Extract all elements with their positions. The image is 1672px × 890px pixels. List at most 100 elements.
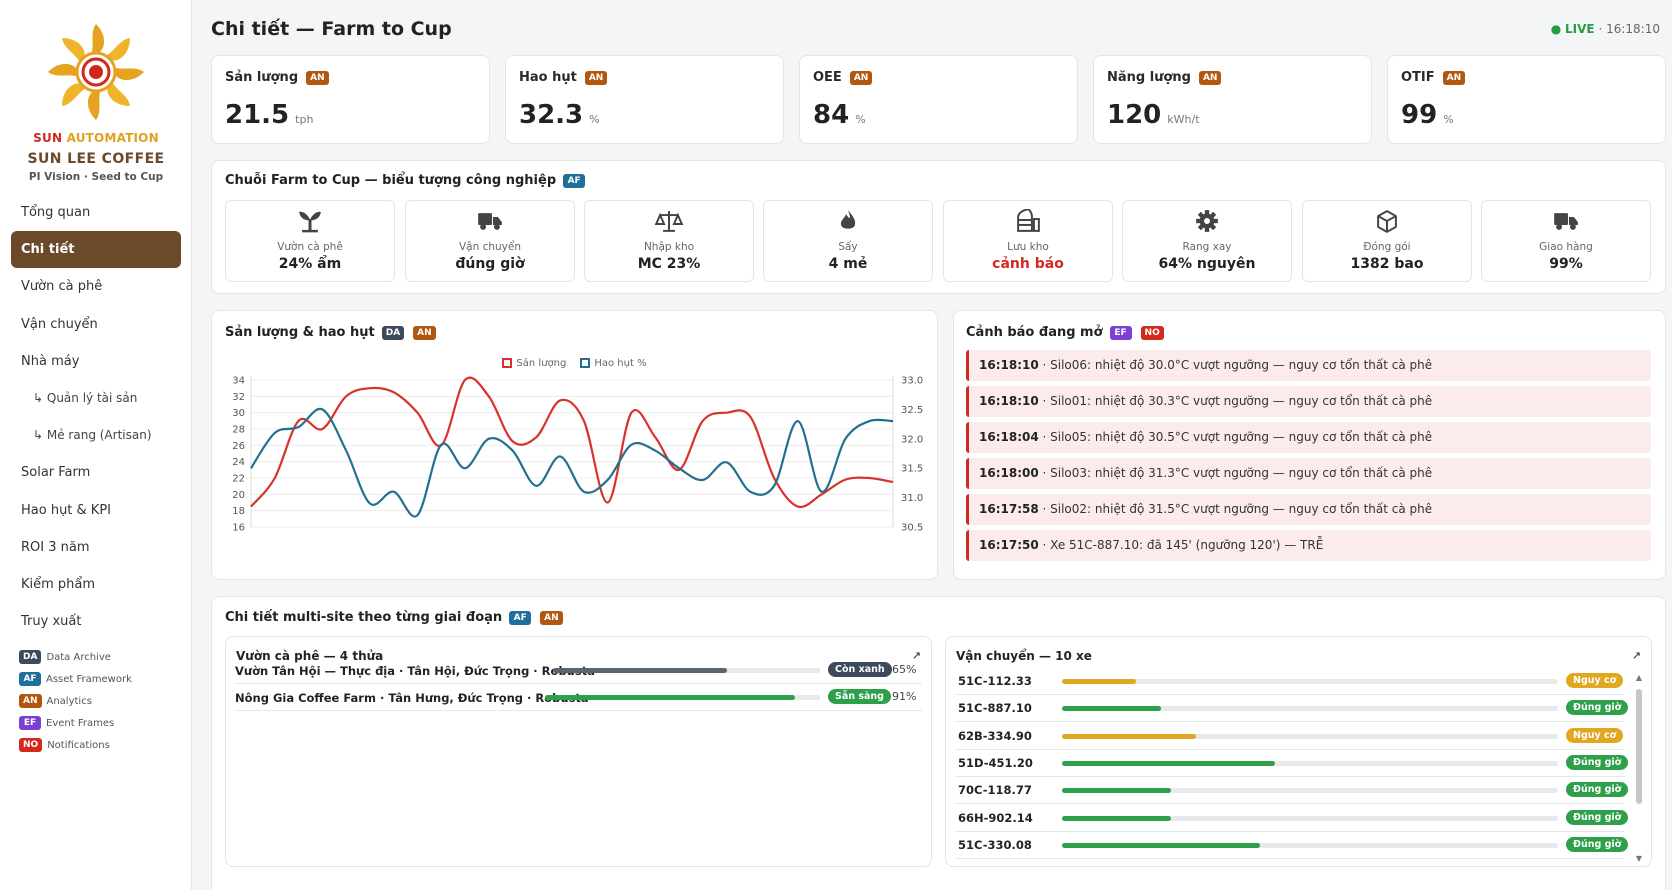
stage-vuon-ca-phe[interactable]: Vườn cà phê 24% ẩm (225, 200, 395, 282)
farm-row[interactable]: Vườn Tân Hội — Thực địa · Tân Hội, Đức T… (235, 657, 922, 684)
stage-say[interactable]: Sấy 4 mẻ (763, 200, 933, 282)
vehicle-plate[interactable]: 70C-118.77 (958, 783, 1032, 798)
progress-bar (1062, 815, 1558, 821)
kpi-card-hao-hut[interactable]: Hao hụt AN 32.3% (505, 55, 784, 144)
stage-label: Vườn cà phê (277, 241, 343, 253)
progress-bar (1062, 760, 1558, 766)
scroll-up-icon[interactable]: ▲ (1635, 673, 1643, 682)
nav-item-kiem-pham[interactable]: Kiểm phẩm (21, 576, 96, 592)
legend-label: Asset Framework (46, 673, 132, 685)
stage-label: Rang xay (1182, 241, 1232, 253)
nav-item-nha-may[interactable]: Nhà máy (21, 353, 80, 369)
legend-item: DA Data Archive (19, 646, 132, 668)
tag-badge: AN (19, 694, 42, 708)
stage-label: Lưu kho (1007, 241, 1049, 253)
nav-item-vuon-ca-phe[interactable]: Vườn cà phê (21, 279, 103, 295)
scroll-down-icon[interactable]: ▼ (1635, 854, 1643, 863)
status-badge: Nguy cơ (1566, 727, 1624, 743)
progress-fill (545, 695, 796, 700)
y2-tick-label: 30.5 (901, 523, 923, 534)
progress-percent: 91% (892, 690, 917, 703)
status-badge: Đúng giờ (1566, 754, 1629, 770)
alert-item[interactable]: 16:18:04 · Silo05: nhiệt độ 30.5°C vượt … (966, 422, 1651, 453)
stage-value: đúng giờ (455, 256, 525, 272)
scale-icon (654, 211, 684, 232)
farm-row[interactable]: Nông Gia Coffee Farm · Tân Hưng, Đức Trọ… (235, 684, 922, 711)
stage-value: cảnh báo (992, 256, 1064, 272)
progress-fill (1062, 788, 1172, 794)
stage-dong-goi[interactable]: Đóng gói 1382 bao (1302, 200, 1472, 282)
nav-item-solar-farm[interactable]: Solar Farm (21, 465, 91, 481)
nav-item-tong-quan[interactable]: Tổng quan (21, 205, 91, 220)
stage-value: 4 mẻ (828, 256, 868, 272)
row-divider (955, 857, 1625, 859)
legend-hao-hut[interactable]: Hao hụt % (580, 358, 647, 369)
alert-item[interactable]: 16:18:10 · Silo01: nhiệt độ 30.3°C vượt … (966, 386, 1651, 417)
transport-card: Vận chuyển — 10 xe ↗ ▲ ▼ (945, 636, 1652, 867)
kpi-card-san-luong[interactable]: Sản lượng AN 21.5 tph (211, 55, 490, 144)
alert-item[interactable]: 16:18:00 · Silo03: nhiệt độ 31.3°C vượt … (966, 458, 1651, 489)
stage-label: Giao hàng (1539, 241, 1593, 253)
nav-item-roi[interactable]: ROI 3 năm (21, 539, 90, 555)
alert-item[interactable]: 16:17:58 · Silo02: nhiệt độ 31.5°C vượt … (966, 494, 1651, 525)
stage-value: 24% ẩm (278, 256, 342, 272)
delivery-truck-icon (1554, 213, 1578, 230)
kpi-unit: tph (295, 113, 314, 126)
progress-fill (1062, 706, 1162, 712)
expand-icon[interactable]: ↗ (911, 649, 921, 662)
tag-badge: EF (19, 716, 41, 730)
kpi-value: 99 (1401, 100, 1438, 130)
multisite-title: Chi tiết multi-site theo từng giai đoạn A… (225, 610, 568, 625)
progress-bar (1062, 788, 1558, 794)
stage-nhap-kho[interactable]: Nhập kho MC 23% (584, 200, 754, 282)
flame-icon (840, 210, 856, 229)
nav-item-hao-hut-kpi[interactable]: Hao hụt & KPI (21, 502, 112, 518)
nav-item-chi-tiet[interactable]: Chi tiết (11, 231, 181, 269)
status-badge: Đúng giờ (1566, 700, 1629, 716)
kpi-card-otif[interactable]: OTIF AN 99% (1387, 55, 1666, 144)
sidebar: SUN AUTOMATION SUN LEE COFFEE PI Vision … (0, 0, 192, 890)
scroll-thumb[interactable] (1636, 689, 1642, 804)
progress-bar (553, 668, 820, 673)
nav-item-truy-xuat[interactable]: Truy xuất (21, 614, 82, 630)
y-tick-label: 28 (232, 425, 245, 436)
stage-giao-hang[interactable]: Giao hàng 99% (1481, 200, 1651, 282)
stage-luu-kho[interactable]: Lưu kho cảnh báo (943, 200, 1113, 282)
nav-item-me-rang[interactable]: ↳ Mẻ rang (Artisan) (33, 428, 152, 443)
legend-san-luong[interactable]: Sản lượng (502, 358, 566, 369)
nav-item-quan-ly-tai-san[interactable]: ↳ Quản lý tài sản (33, 390, 138, 405)
stage-rang-xay[interactable]: Rang xay 64% nguyên (1122, 200, 1292, 282)
vehicle-plate[interactable]: 51C-887.10 (958, 701, 1032, 716)
line-chart[interactable]: 34 32 30 28 26 24 22 20 18 16 33.0 32.5 32.0 31.5 31.0… (211, 370, 938, 540)
series-line-hao-hut (250, 407, 894, 518)
tag-badge: AN (849, 70, 873, 85)
vehicle-plate[interactable]: 66H-902.14 (958, 810, 1033, 825)
stage-van-chuyen[interactable]: Vận chuyển đúng giờ (405, 200, 575, 282)
y-tick-label: 30 (232, 408, 245, 419)
alert-item[interactable]: 16:18:10 · Silo06: nhiệt độ 30.0°C vượt … (966, 350, 1651, 381)
kpi-card-oee[interactable]: OEE AN 84% (799, 55, 1078, 144)
vehicle-plate[interactable]: 51C-112.33 (958, 674, 1032, 688)
legend-item: AN Analytics (19, 690, 132, 712)
tag-badge: AN (306, 70, 329, 85)
vehicle-plate[interactable]: 51D-451.20 (958, 755, 1033, 770)
kpi-unit: % (855, 113, 866, 126)
kpi-card-nang-luong[interactable]: Năng lượng AN 120 kWh/t (1093, 55, 1372, 144)
row-divider (235, 683, 922, 684)
brand-name: SUN LEE COFFEE (27, 151, 165, 167)
transport-title: Vận chuyển — 10 xe (956, 649, 1092, 663)
tag-legend: DA Data Archive AF Asset Framework AN Analy… (19, 646, 132, 756)
scrollbar[interactable]: ▲ ▼ (1635, 673, 1643, 863)
status-badge: Sẵn sàng (828, 689, 891, 704)
y2-tick-label: 31.0 (901, 493, 923, 504)
legend-label: Event Frames (46, 717, 115, 729)
truck-icon (478, 213, 502, 230)
expand-icon[interactable]: ↗ (1631, 649, 1641, 662)
progress-fill (553, 668, 727, 673)
alerts-title: Cảnh báo đang mở EF NO (966, 325, 1169, 340)
alert-item[interactable]: 16:17:50 · Xe 51C-887.10: đã 145' (ngưỡn… (966, 530, 1651, 561)
vehicle-plate[interactable]: 51C-330.08 (958, 837, 1032, 852)
tag-badge: AF (19, 672, 41, 686)
nav-item-van-chuyen[interactable]: Vận chuyển (21, 316, 98, 332)
vehicle-plate[interactable]: 62B-334.90 (958, 728, 1032, 743)
